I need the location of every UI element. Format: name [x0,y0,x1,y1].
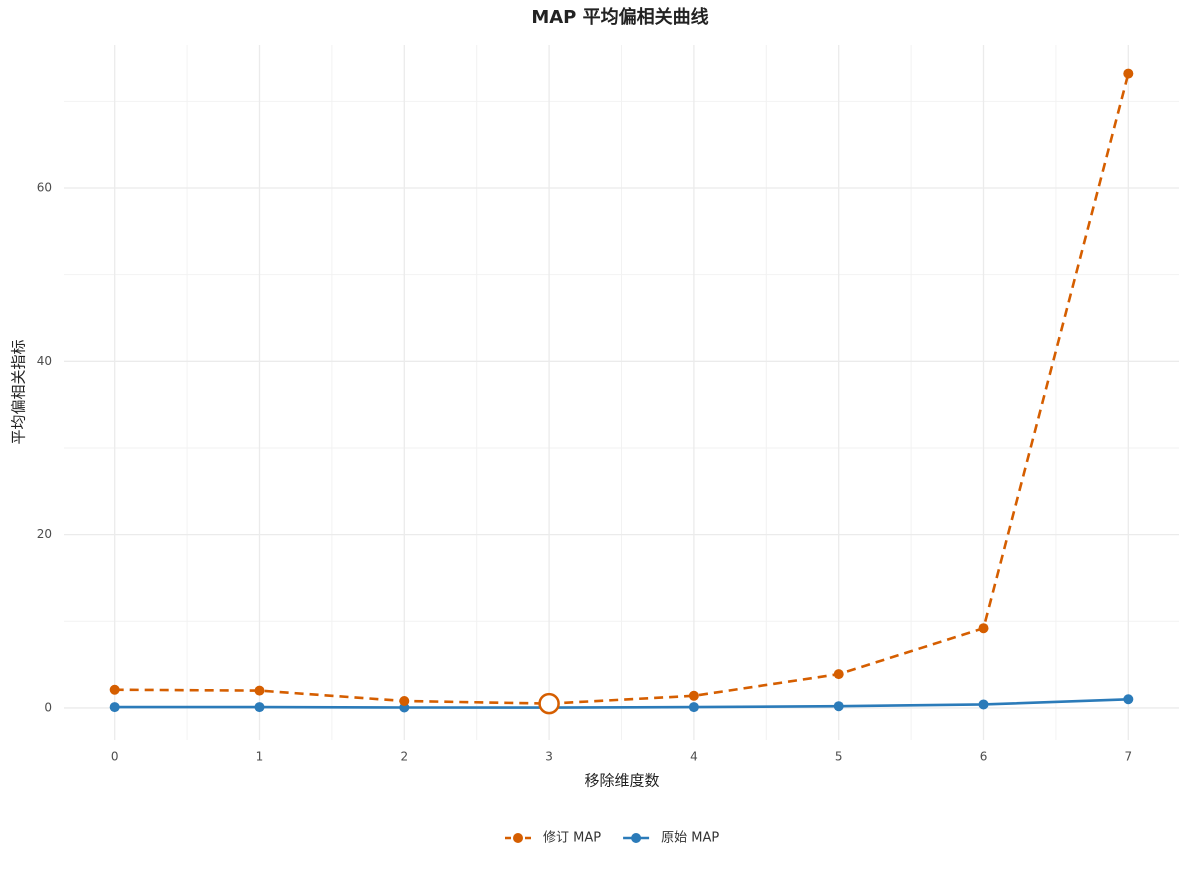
x-tick-label: 1 [256,750,264,764]
data-point [833,701,844,712]
series-line [114,73,1130,705]
data-point [109,702,120,713]
data-point [254,685,265,696]
data-point [254,702,265,713]
x-tick-label: 2 [400,750,408,764]
data-point [1123,694,1134,705]
x-tick-label: 5 [835,750,843,764]
chart-title: MAP 平均偏相关曲线 [531,6,708,28]
data-point [688,702,699,713]
data-point [1123,68,1134,79]
y-tick-label: 60 [37,180,52,194]
data-point [399,696,410,707]
y-axis-title: 平均偏相关指标 [10,339,28,444]
highlight-marker [538,692,560,715]
legend-label: 修订 MAP [543,831,601,846]
data-point [109,684,120,695]
y-tick-label: 40 [37,354,52,368]
y-tick-label: 20 [37,527,52,541]
x-axis-title: 移除维度数 [584,772,659,790]
legend-item: 修订 MAP [505,831,601,846]
data-point [978,623,989,634]
data-point [688,690,699,701]
legend-item: 原始 MAP [623,831,719,846]
legend-label: 原始 MAP [661,831,719,846]
series-line [114,697,1129,709]
grid [64,45,1179,740]
x-tick-label: 6 [980,750,988,764]
data-point [833,669,844,680]
x-tick-label: 7 [1124,750,1132,764]
data-point [978,699,989,710]
legend-dot [513,833,523,843]
legend-dot [631,833,642,843]
x-tick-label: 4 [690,750,698,764]
x-tick-label: 0 [111,750,119,764]
y-tick-label: 0 [44,700,52,714]
x-tick-label: 3 [545,750,553,764]
